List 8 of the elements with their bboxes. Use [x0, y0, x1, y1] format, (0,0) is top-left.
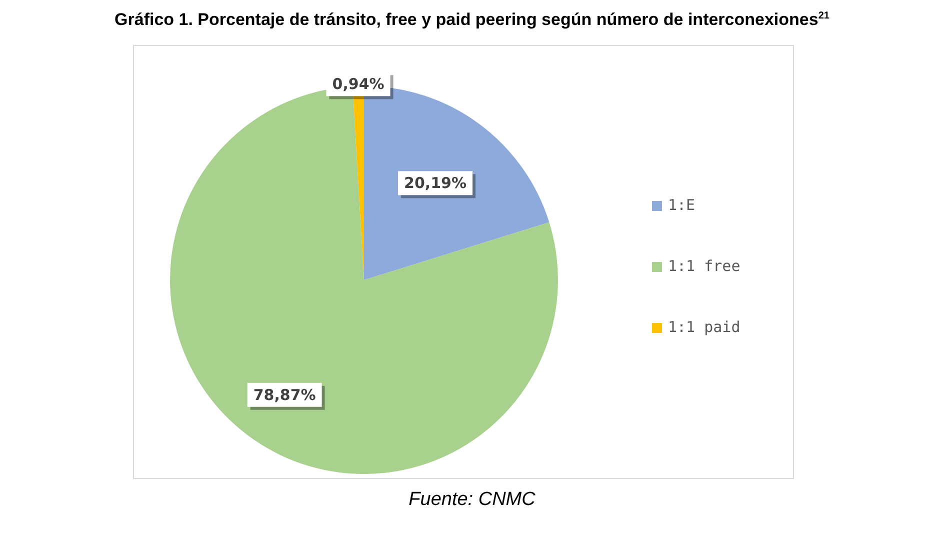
data-label: 0,94% — [332, 74, 384, 93]
source-note: Fuente: CNMC — [408, 489, 536, 511]
legend-label: 1:E — [668, 196, 696, 214]
chart-title: Gráfico 1. Porcentaje de tránsito, free y paid peering según número de interconexiones$^{21}$ — [114, 10, 830, 30]
data-label: 20,19% — [404, 174, 467, 192]
data-label: 78,87% — [253, 386, 316, 404]
legend-label: 1:1 paid — [668, 318, 740, 336]
legend-label: 1:1 free — [668, 256, 740, 275]
